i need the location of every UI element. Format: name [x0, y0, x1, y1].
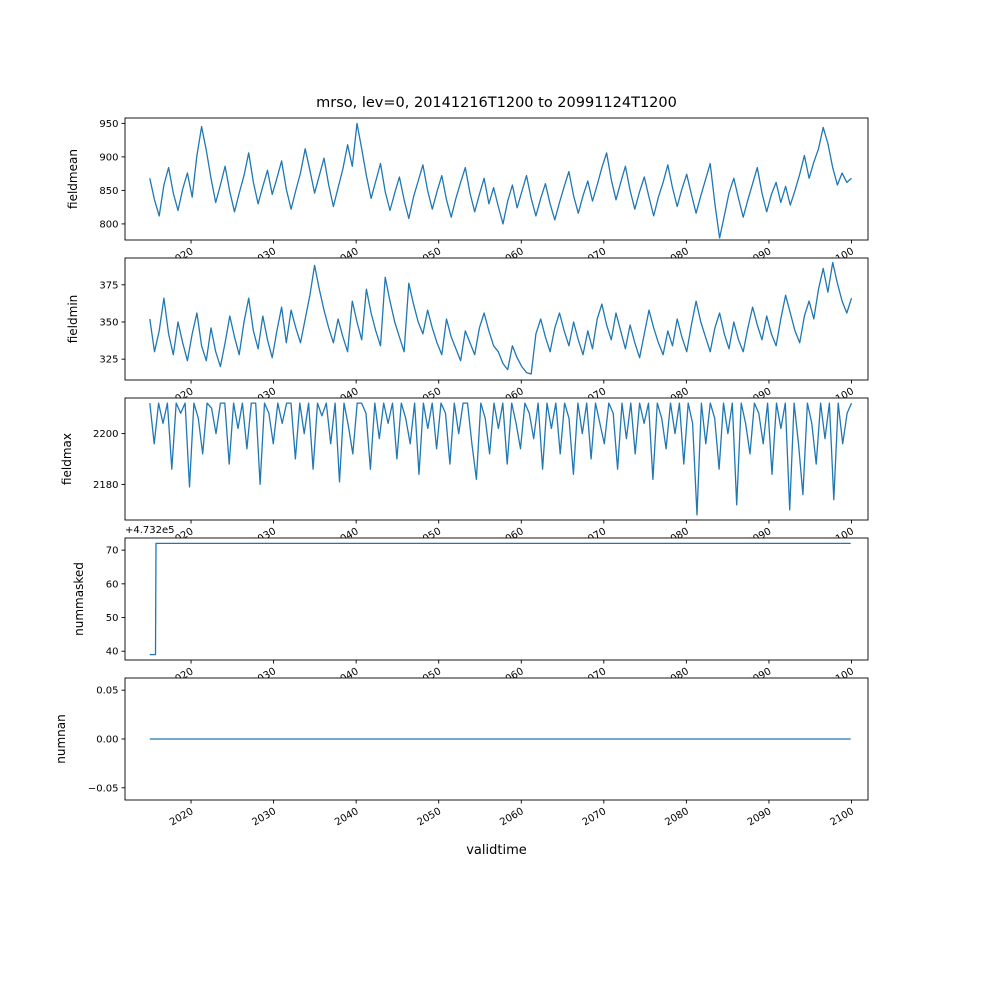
y-tick-label: 375: [99, 280, 118, 291]
x-tick-label: 2020: [168, 806, 196, 828]
y-tick-label: 2200: [93, 429, 118, 440]
series-line-nummasked: [149, 542, 851, 656]
x-tick-label: 2100: [828, 806, 856, 828]
x-tick-label: 2030: [251, 806, 279, 828]
y-axis-label-numnan: numnan: [54, 714, 68, 763]
x-tick-label: 2060: [498, 806, 526, 828]
axes-border: [124, 117, 869, 241]
axes-background: [125, 118, 868, 240]
x-tick-label: 2080: [663, 806, 691, 828]
y-tick-label: 900: [99, 152, 118, 163]
y-tick-label: 2180: [93, 480, 118, 491]
series-line-fieldmean: [149, 122, 852, 239]
y-tick-label: 850: [99, 186, 118, 197]
series-line-fieldmin: [149, 261, 853, 375]
series-line-fieldmax: [149, 402, 853, 516]
y-tick-label: 0.00: [96, 735, 118, 746]
axes-border: [124, 397, 869, 521]
x-tick-label: 2070: [581, 806, 609, 828]
y-axis-label-nummasked: nummasked: [72, 562, 86, 636]
y-tick-label: 60: [106, 579, 119, 590]
figure-title: mrso, lev=0, 20141216T1200 to 20991124T1…: [316, 95, 677, 111]
y-tick-label: 950: [99, 119, 118, 130]
axes-border: [124, 537, 869, 661]
axes-background: [125, 258, 868, 380]
x-tick-label: 2090: [746, 806, 774, 828]
x-tick-label: 2040: [333, 806, 361, 828]
y-tick-label: 40: [106, 647, 119, 658]
axes-background: [125, 538, 868, 660]
y-tick-label: 350: [99, 317, 118, 328]
y-axis-offset-text: +4.732e5: [125, 525, 175, 536]
y-tick-label: 70: [106, 546, 119, 557]
x-tick-label: 2050: [416, 806, 444, 828]
y-tick-label: 0.05: [96, 686, 118, 697]
y-tick-label: 800: [99, 219, 118, 230]
y-axis-label-fieldmin: fieldmin: [66, 295, 80, 344]
subplot-numnan: −0.05 0.00 0.05 2020 2030 2040 2050 2060 2070 208…: [54, 677, 869, 828]
axes-border: [124, 257, 869, 381]
y-axis-label-fieldmean: fieldmean: [66, 149, 80, 209]
y-tick-label: −0.05: [88, 783, 119, 794]
x-axis-label: validtime: [466, 843, 527, 858]
y-axis-label-fieldmax: fieldmax: [60, 433, 74, 485]
y-tick-label: 50: [106, 613, 119, 624]
y-tick-label: 325: [99, 355, 118, 366]
